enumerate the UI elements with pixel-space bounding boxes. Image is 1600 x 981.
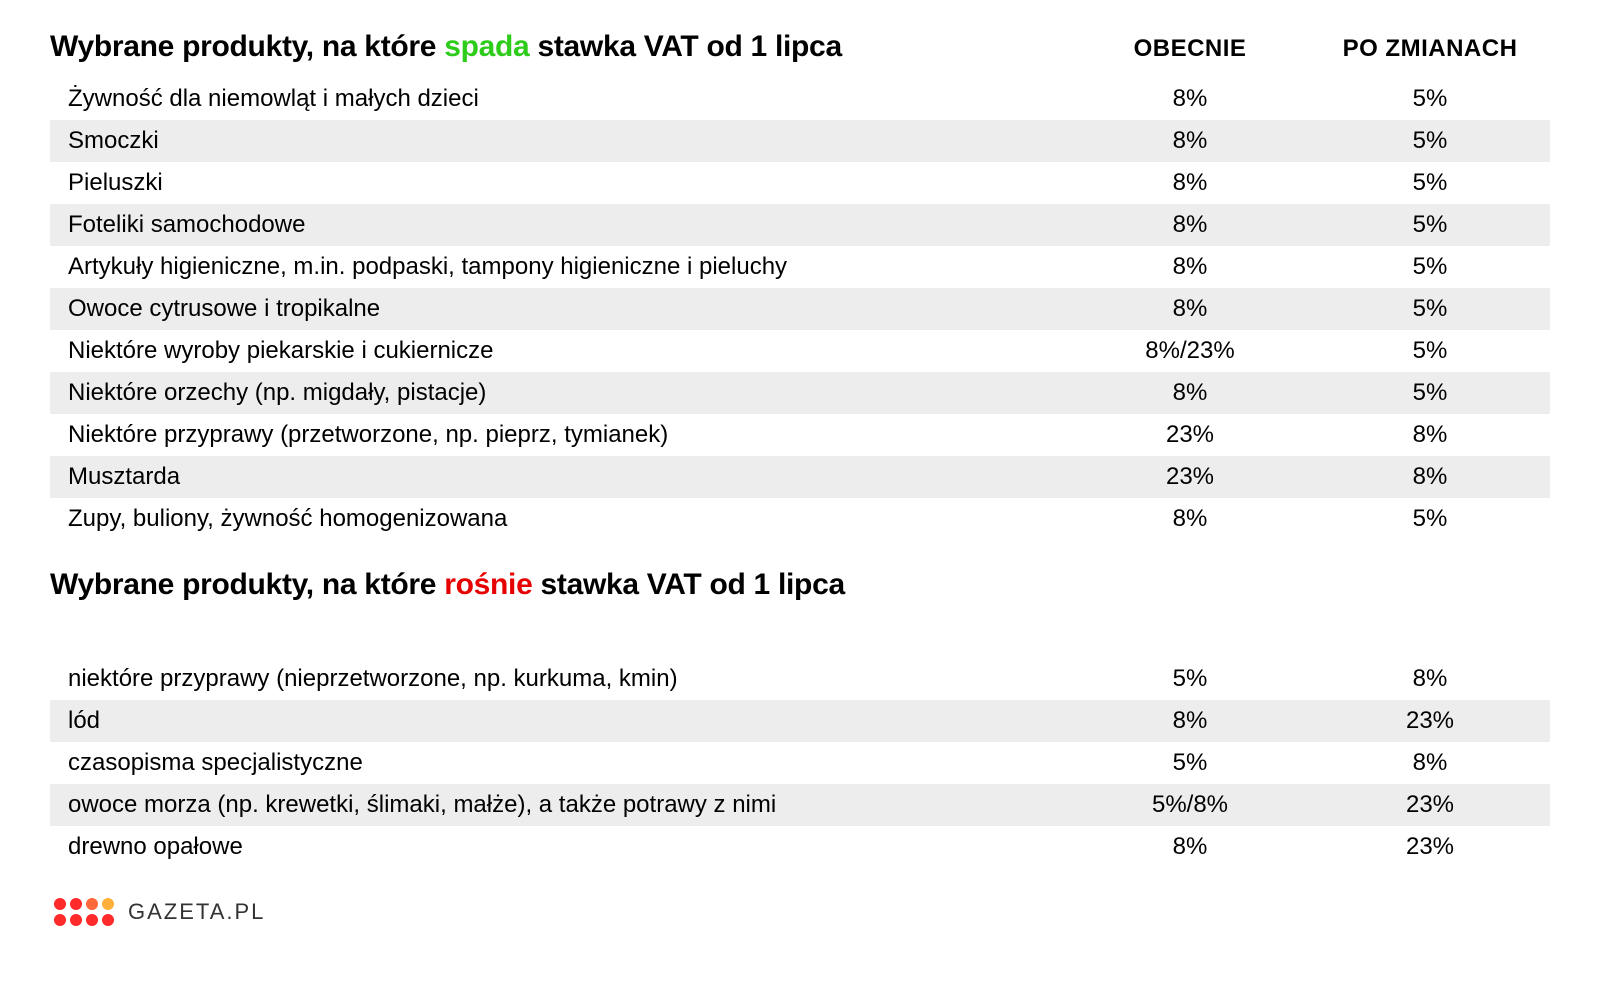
- section1-title: Wybrane produkty, na które spada stawka …: [50, 30, 1070, 64]
- row-after: 8%: [1310, 665, 1550, 693]
- row-after: 5%: [1310, 169, 1550, 197]
- row-current: 8%: [1070, 169, 1310, 197]
- section2-title: Wybrane produkty, na które rośnie stawka…: [50, 568, 1070, 602]
- table-row: Niektóre orzechy (np. migdały, pistacje)…: [50, 372, 1550, 414]
- table-row: drewno opałowe8%23%: [50, 826, 1550, 868]
- row-after: 23%: [1310, 707, 1550, 735]
- section2-table: niektóre przyprawy (nieprzetworzone, np.…: [50, 658, 1550, 868]
- section2: Wybrane produkty, na które rośnie stawka…: [50, 568, 1550, 868]
- row-label: Niektóre przyprawy (przetworzone, np. pi…: [50, 421, 1070, 449]
- logo-dot: [102, 914, 114, 926]
- row-current: 5%/8%: [1070, 791, 1310, 819]
- table-row: owoce morza (np. krewetki, ślimaki, małż…: [50, 784, 1550, 826]
- row-current: 8%: [1070, 295, 1310, 323]
- row-label: Smoczki: [50, 127, 1070, 155]
- title-highlight: rośnie: [444, 568, 532, 601]
- row-label: Zupy, buliony, żywność homogenizowana: [50, 505, 1070, 533]
- row-current: 23%: [1070, 421, 1310, 449]
- brand-name: GAZETA.PL: [128, 899, 265, 925]
- title-post: stawka VAT od 1 lipca: [529, 30, 841, 63]
- table-row: niektóre przyprawy (nieprzetworzone, np.…: [50, 658, 1550, 700]
- row-current: 5%: [1070, 665, 1310, 693]
- row-current: 8%: [1070, 833, 1310, 861]
- table-row: czasopisma specjalistyczne5%8%: [50, 742, 1550, 784]
- row-after: 5%: [1310, 127, 1550, 155]
- row-label: Żywność dla niemowląt i małych dzieci: [50, 85, 1070, 113]
- table-row: lód8%23%: [50, 700, 1550, 742]
- row-label: lód: [50, 707, 1070, 735]
- table-row: Pieluszki8%5%: [50, 162, 1550, 204]
- row-after: 5%: [1310, 379, 1550, 407]
- col-header-after: PO ZMIANACH: [1310, 35, 1550, 63]
- logo-dot: [54, 898, 66, 910]
- footer: GAZETA.PL: [50, 898, 1550, 926]
- logo-dot: [70, 898, 82, 910]
- row-label: Owoce cytrusowe i tropikalne: [50, 295, 1070, 323]
- row-after: 8%: [1310, 421, 1550, 449]
- section1-header: Wybrane produkty, na które spada stawka …: [50, 30, 1550, 64]
- row-current: 8%/23%: [1070, 337, 1310, 365]
- logo-dot: [54, 914, 66, 926]
- row-label: czasopisma specjalistyczne: [50, 749, 1070, 777]
- table-row: Smoczki8%5%: [50, 120, 1550, 162]
- row-after: 5%: [1310, 337, 1550, 365]
- row-after: 5%: [1310, 211, 1550, 239]
- row-current: 8%: [1070, 85, 1310, 113]
- table-row: Niektóre wyroby piekarskie i cukiernicze…: [50, 330, 1550, 372]
- row-after: 23%: [1310, 833, 1550, 861]
- row-current: 8%: [1070, 127, 1310, 155]
- table-row: Foteliki samochodowe8%5%: [50, 204, 1550, 246]
- row-after: 5%: [1310, 505, 1550, 533]
- table-row: Owoce cytrusowe i tropikalne8%5%: [50, 288, 1550, 330]
- col-header-current: OBECNIE: [1070, 35, 1310, 63]
- table-row: Żywność dla niemowląt i małych dzieci8%5…: [50, 78, 1550, 120]
- row-after: 5%: [1310, 85, 1550, 113]
- row-current: 8%: [1070, 211, 1310, 239]
- row-after: 8%: [1310, 463, 1550, 491]
- row-label: drewno opałowe: [50, 833, 1070, 861]
- row-label: niektóre przyprawy (nieprzetworzone, np.…: [50, 665, 1070, 693]
- logo-dot: [70, 914, 82, 926]
- title-highlight: spada: [444, 30, 529, 63]
- row-after: 8%: [1310, 749, 1550, 777]
- section1-table: Żywność dla niemowląt i małych dzieci8%5…: [50, 78, 1550, 540]
- row-current: 8%: [1070, 253, 1310, 281]
- table-row: Zupy, buliony, żywność homogenizowana8%5…: [50, 498, 1550, 540]
- row-current: 8%: [1070, 379, 1310, 407]
- row-current: 5%: [1070, 749, 1310, 777]
- row-label: owoce morza (np. krewetki, ślimaki, małż…: [50, 791, 1070, 819]
- row-label: Musztarda: [50, 463, 1070, 491]
- title-pre: Wybrane produkty, na które: [50, 30, 444, 63]
- row-label: Foteliki samochodowe: [50, 211, 1070, 239]
- row-current: 8%: [1070, 707, 1310, 735]
- row-after: 5%: [1310, 295, 1550, 323]
- logo-dot: [86, 914, 98, 926]
- title-pre: Wybrane produkty, na które: [50, 568, 444, 601]
- row-label: Niektóre orzechy (np. migdały, pistacje): [50, 379, 1070, 407]
- section2-spacer: [50, 616, 1550, 658]
- row-after: 5%: [1310, 253, 1550, 281]
- row-current: 23%: [1070, 463, 1310, 491]
- row-label: Artykuły higieniczne, m.in. podpaski, ta…: [50, 253, 1070, 281]
- section2-header: Wybrane produkty, na które rośnie stawka…: [50, 568, 1550, 602]
- title-post: stawka VAT od 1 lipca: [532, 568, 844, 601]
- row-after: 23%: [1310, 791, 1550, 819]
- row-label: Niektóre wyroby piekarskie i cukiernicze: [50, 337, 1070, 365]
- row-current: 8%: [1070, 505, 1310, 533]
- table-row: Niektóre przyprawy (przetworzone, np. pi…: [50, 414, 1550, 456]
- table-row: Artykuły higieniczne, m.in. podpaski, ta…: [50, 246, 1550, 288]
- brand-logo-icon: [54, 898, 114, 926]
- logo-dot: [102, 898, 114, 910]
- row-label: Pieluszki: [50, 169, 1070, 197]
- logo-dot: [86, 898, 98, 910]
- table-row: Musztarda23%8%: [50, 456, 1550, 498]
